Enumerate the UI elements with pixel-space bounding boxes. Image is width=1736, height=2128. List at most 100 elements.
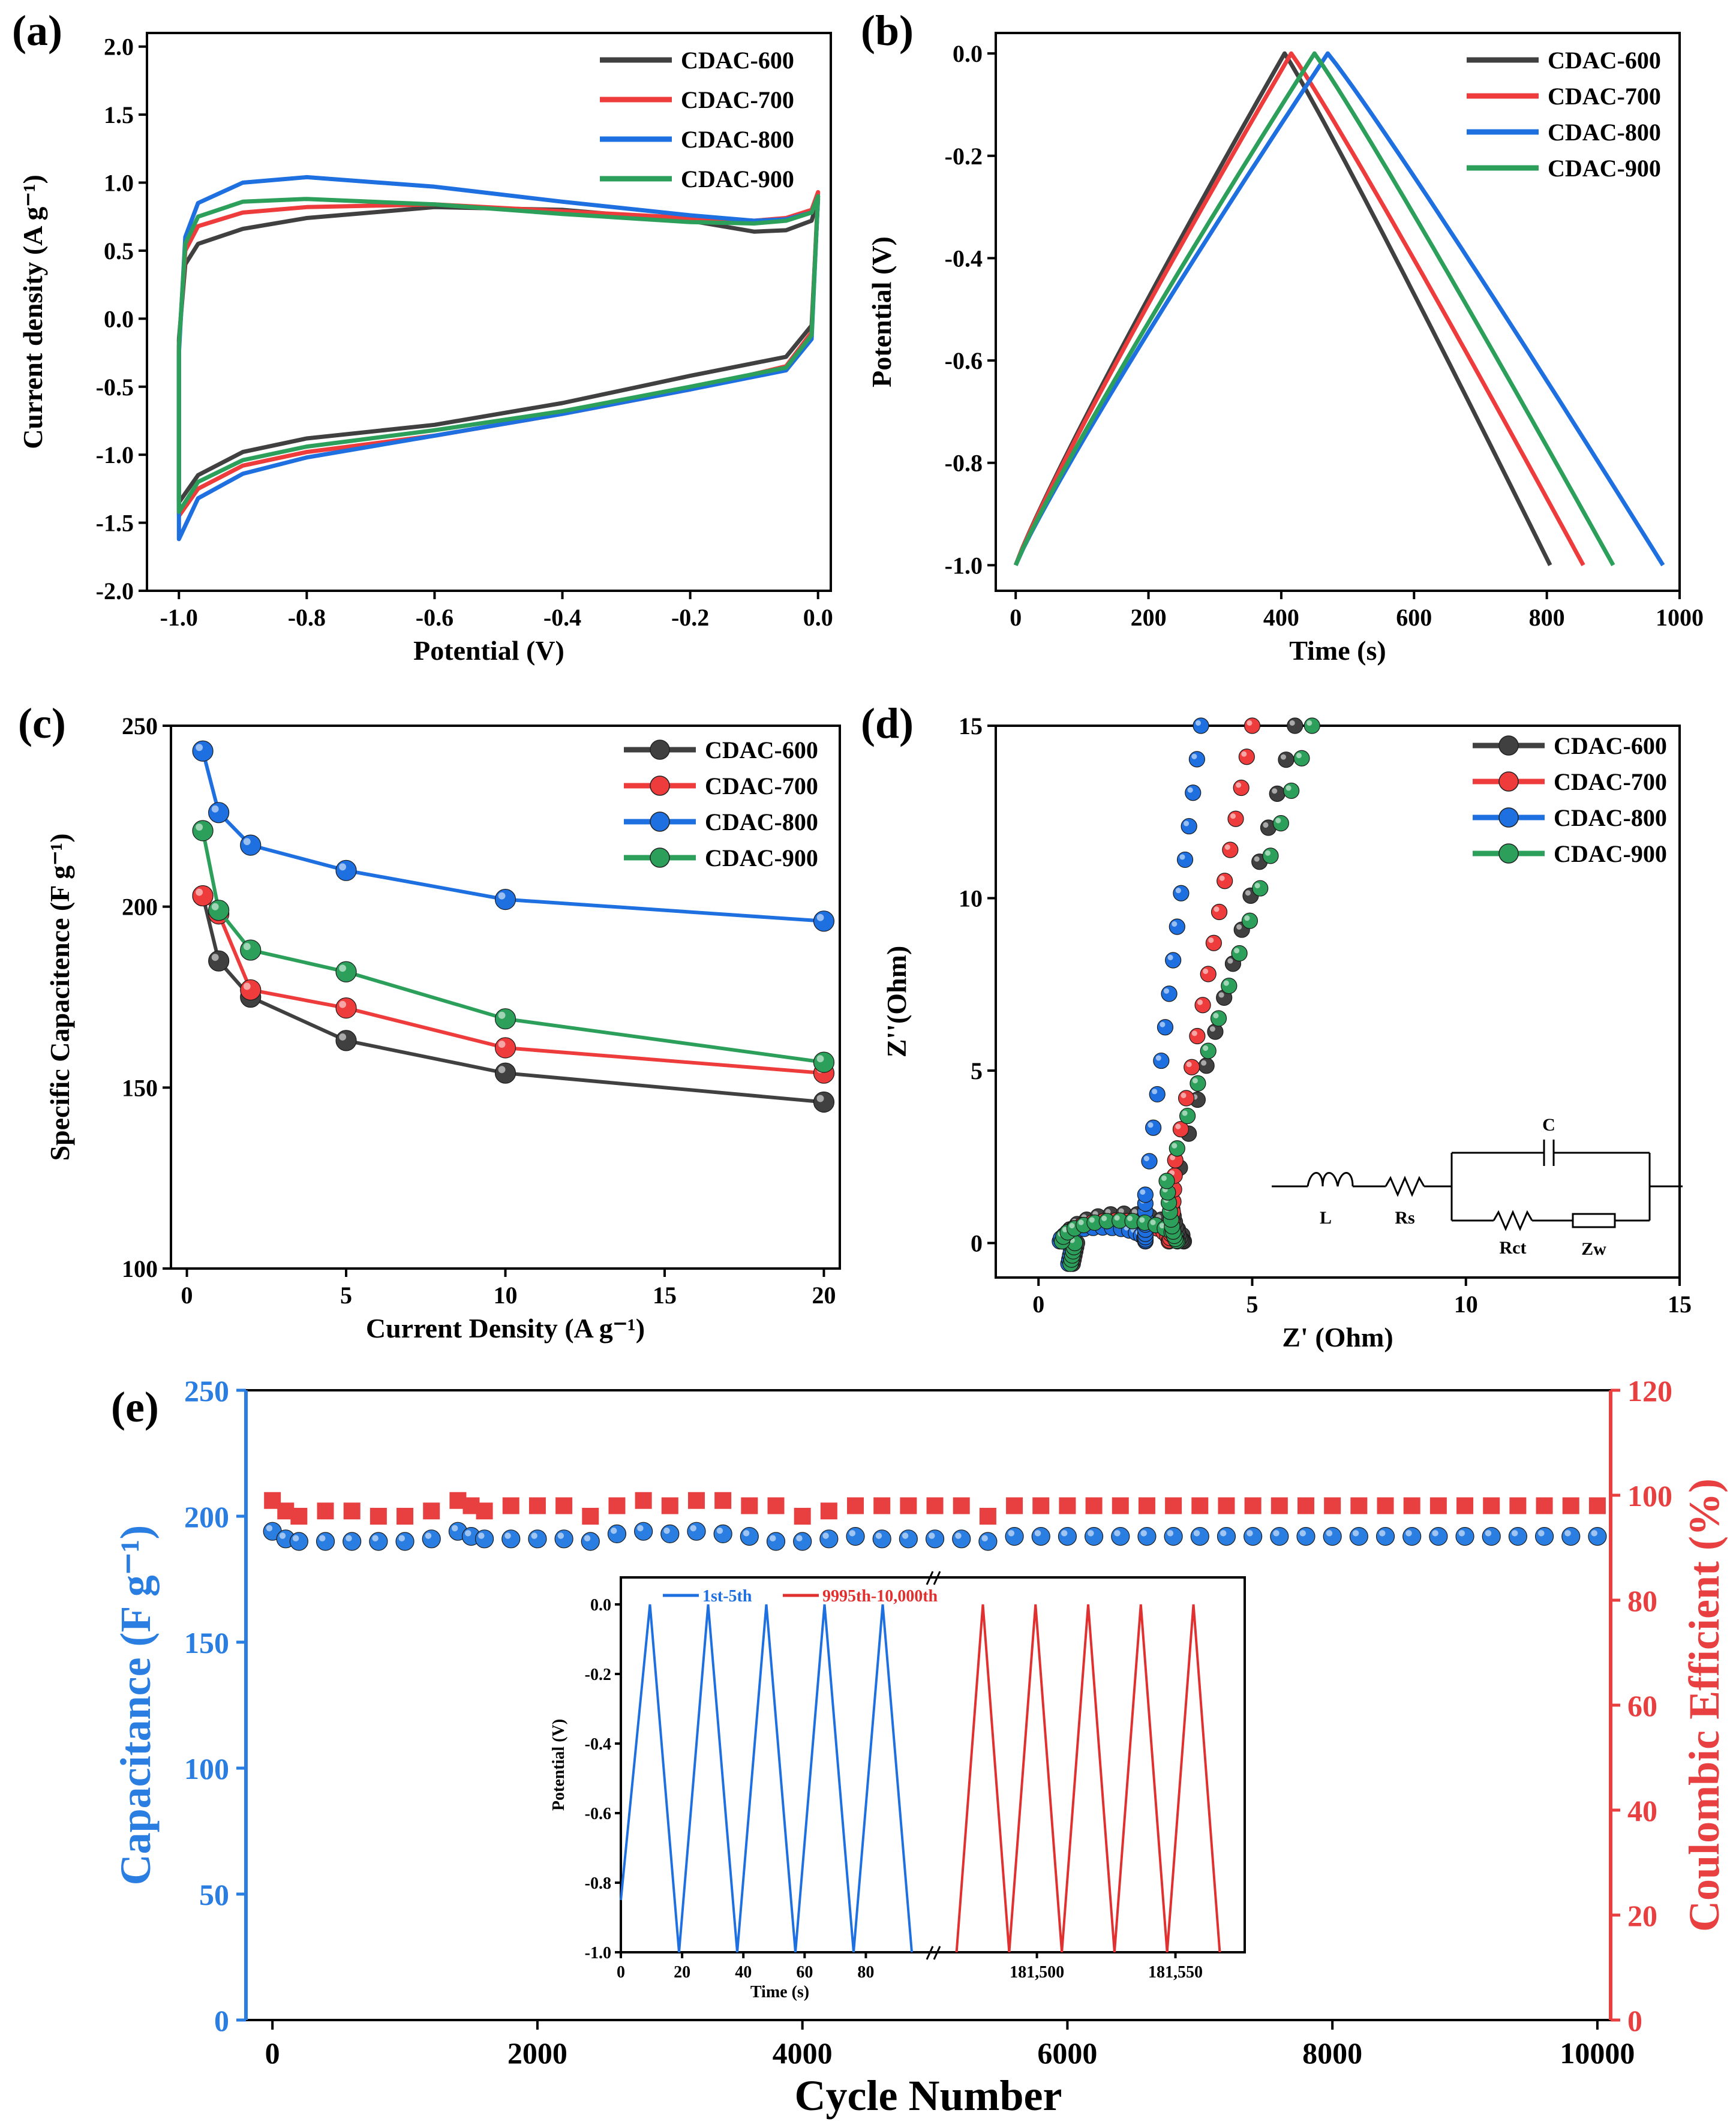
data-point	[1161, 985, 1178, 1002]
legend-label: CDAC-800	[1548, 119, 1661, 146]
data-point	[335, 1030, 357, 1051]
y2-tick-label: 80	[1627, 1584, 1657, 1618]
data-point	[819, 1529, 839, 1549]
data-point-highlight	[1155, 1055, 1161, 1061]
inductor-symbol	[1306, 1172, 1354, 1187]
x-axis-label: Time (s)	[1289, 635, 1386, 666]
inset-legend-label: 9995th-10,000th	[822, 1587, 938, 1606]
data-point-highlight	[1326, 1530, 1333, 1537]
coulombic-point	[1403, 1497, 1420, 1514]
data-point-highlight	[1175, 1123, 1181, 1129]
x-tick-label: 800	[1529, 604, 1565, 631]
y-tick-label: 1.0	[104, 170, 134, 197]
data-point	[1178, 1090, 1195, 1107]
data-point	[1244, 1527, 1263, 1546]
data-point-highlight	[196, 744, 203, 752]
data-point-highlight	[243, 982, 251, 990]
data-point	[208, 802, 230, 823]
data-point	[369, 1532, 388, 1551]
data-point	[846, 1527, 865, 1546]
data-point	[813, 1051, 835, 1073]
x-tick-label: 8000	[1302, 2036, 1362, 2070]
data-point-highlight	[498, 1011, 506, 1019]
data-point-highlight	[1172, 921, 1178, 927]
y-tick-label: 0	[214, 2004, 229, 2037]
x-tick-label: 200	[1131, 604, 1167, 631]
data-point-highlight	[769, 1535, 776, 1541]
coulombic-point	[1562, 1497, 1579, 1514]
x-tick-label: 5	[340, 1282, 352, 1309]
data-point-highlight	[1193, 1530, 1200, 1537]
legend-marker	[1498, 843, 1519, 864]
data-point-highlight	[1140, 1189, 1146, 1195]
data-point	[335, 859, 357, 881]
data-point	[192, 740, 214, 762]
data-point-highlight	[196, 823, 203, 831]
data-point-highlight	[690, 1525, 696, 1532]
y-tick-label: -0.2	[945, 143, 983, 170]
data-point	[925, 1529, 945, 1549]
coulombic-point	[687, 1492, 705, 1509]
x-tick-label: 2000	[507, 2036, 567, 2070]
coulombic-point	[1218, 1497, 1235, 1514]
coulombic-point	[1006, 1497, 1023, 1514]
data-point	[1349, 1527, 1368, 1546]
data-point-highlight	[498, 892, 506, 900]
data-point	[1141, 1153, 1158, 1170]
data-point	[1137, 1527, 1157, 1546]
data-point-highlight	[1191, 753, 1197, 759]
x-tick-label: 0	[1010, 604, 1022, 631]
data-point	[1296, 1527, 1315, 1546]
gcd-curve	[1013, 51, 1585, 566]
data-point	[1157, 1019, 1174, 1036]
data-point	[501, 1529, 521, 1549]
legend-marker	[650, 776, 670, 796]
data-point-highlight	[816, 1095, 824, 1102]
data-point-highlight	[339, 863, 347, 871]
data-point	[1145, 1119, 1162, 1136]
data-point	[240, 834, 262, 856]
y-tick-label: -0.5	[96, 374, 134, 401]
data-point-highlight	[1272, 788, 1278, 794]
data-point	[1217, 1527, 1236, 1546]
y-tick-label: 5	[971, 1057, 983, 1084]
data-point-highlight	[211, 805, 219, 813]
x-tick-label: -1.0	[160, 604, 198, 631]
data-point	[1193, 717, 1209, 734]
data-point	[813, 910, 835, 932]
data-point	[1482, 1527, 1501, 1546]
data-point-highlight	[981, 1535, 988, 1541]
data-point-highlight	[372, 1535, 379, 1541]
coulombic-point	[820, 1502, 837, 1520]
data-point-highlight	[266, 1525, 273, 1532]
data-point	[1402, 1527, 1422, 1546]
cv-curve	[176, 194, 821, 514]
data-point	[208, 900, 230, 921]
coulombic-point	[1483, 1497, 1500, 1514]
data-point-highlight	[1078, 1219, 1084, 1225]
legend-label: CDAC-600	[705, 737, 818, 764]
inset-y-tick-label: -0.4	[585, 1735, 611, 1754]
data-point-highlight	[1247, 720, 1253, 726]
data-point	[1137, 1186, 1154, 1203]
y2-tick-label: 100	[1627, 1479, 1672, 1513]
data-point	[192, 885, 214, 907]
plot-frame	[995, 32, 1681, 592]
panel-label: (a)	[12, 7, 62, 55]
data-point	[793, 1532, 812, 1551]
data-point-highlight	[451, 1525, 458, 1532]
y-axis-label: Current density (A g⁻¹)	[17, 175, 48, 449]
data-point	[952, 1529, 971, 1549]
data-point	[1165, 952, 1182, 969]
rate-line	[201, 895, 824, 1104]
legend-marker	[1498, 735, 1519, 756]
data-point	[1508, 1527, 1527, 1546]
data-point-highlight	[1223, 980, 1229, 986]
panel-label: (e)	[111, 1383, 159, 1431]
data-point	[474, 1529, 494, 1549]
data-point	[1200, 1042, 1217, 1059]
data-point	[1244, 717, 1261, 734]
data-point-highlight	[1184, 820, 1190, 826]
data-point	[766, 1532, 786, 1551]
panel-c: 0 5 10 15 20 100 150 200 250 Current Density (A g…	[18, 699, 841, 1343]
